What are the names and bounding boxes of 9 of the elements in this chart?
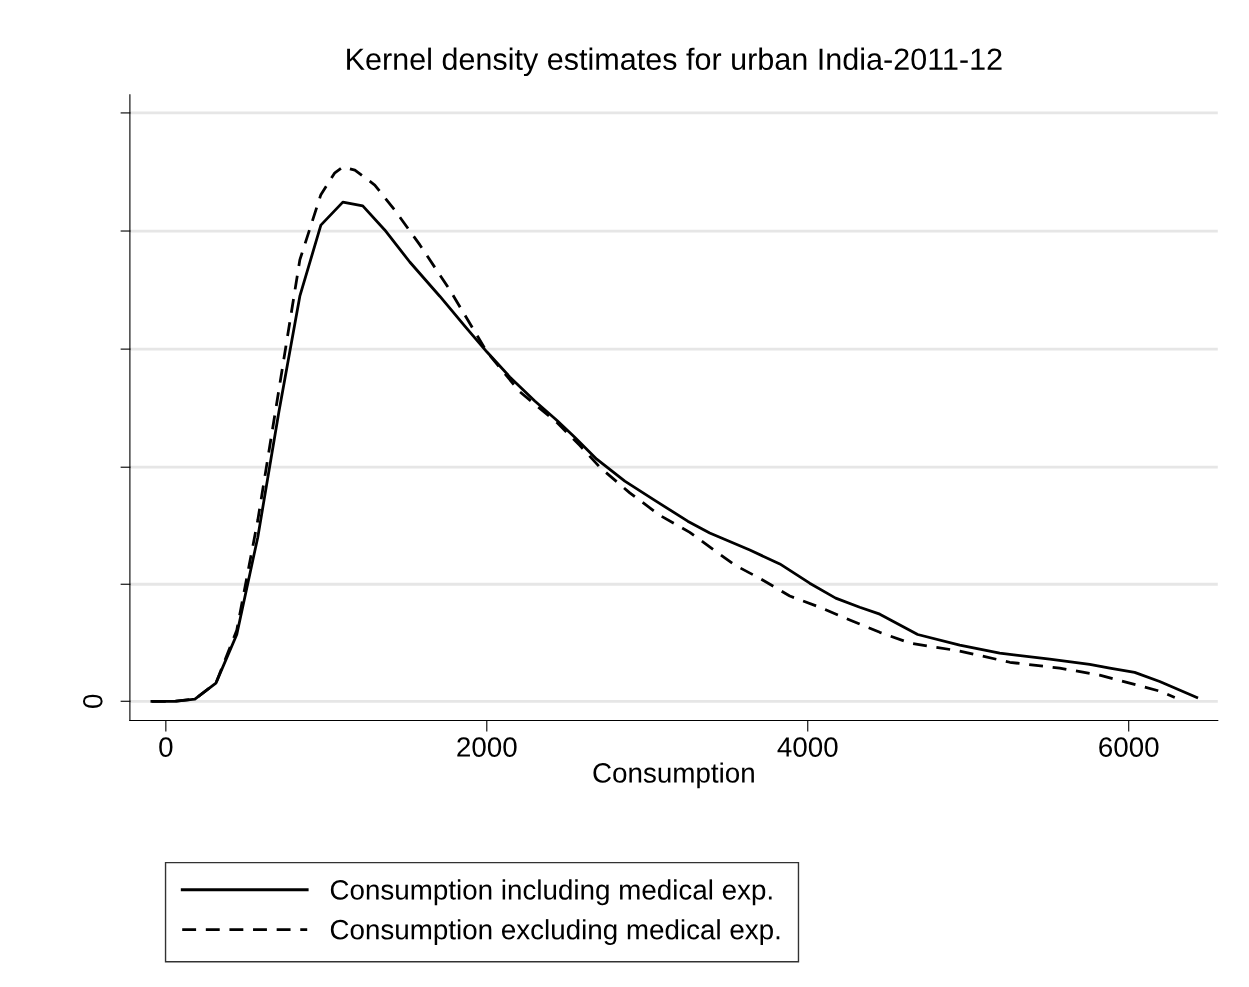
ref-line-label: 0: [82, 694, 103, 708]
x-tick-label: 6000: [1099, 737, 1159, 757]
x-tick-label: 2000: [457, 737, 517, 757]
legend-label: Consumption excluding medical exp.: [330, 919, 780, 946]
x-tick-label: 0: [159, 737, 173, 757]
x-axis-title: Consumption: [593, 762, 754, 789]
legend-label: Consumption including medical exp.: [330, 879, 772, 906]
chart-title: Kernel density estimates for urban India-2011-12: [347, 47, 1002, 77]
x-tick-label: 4000: [777, 737, 838, 757]
